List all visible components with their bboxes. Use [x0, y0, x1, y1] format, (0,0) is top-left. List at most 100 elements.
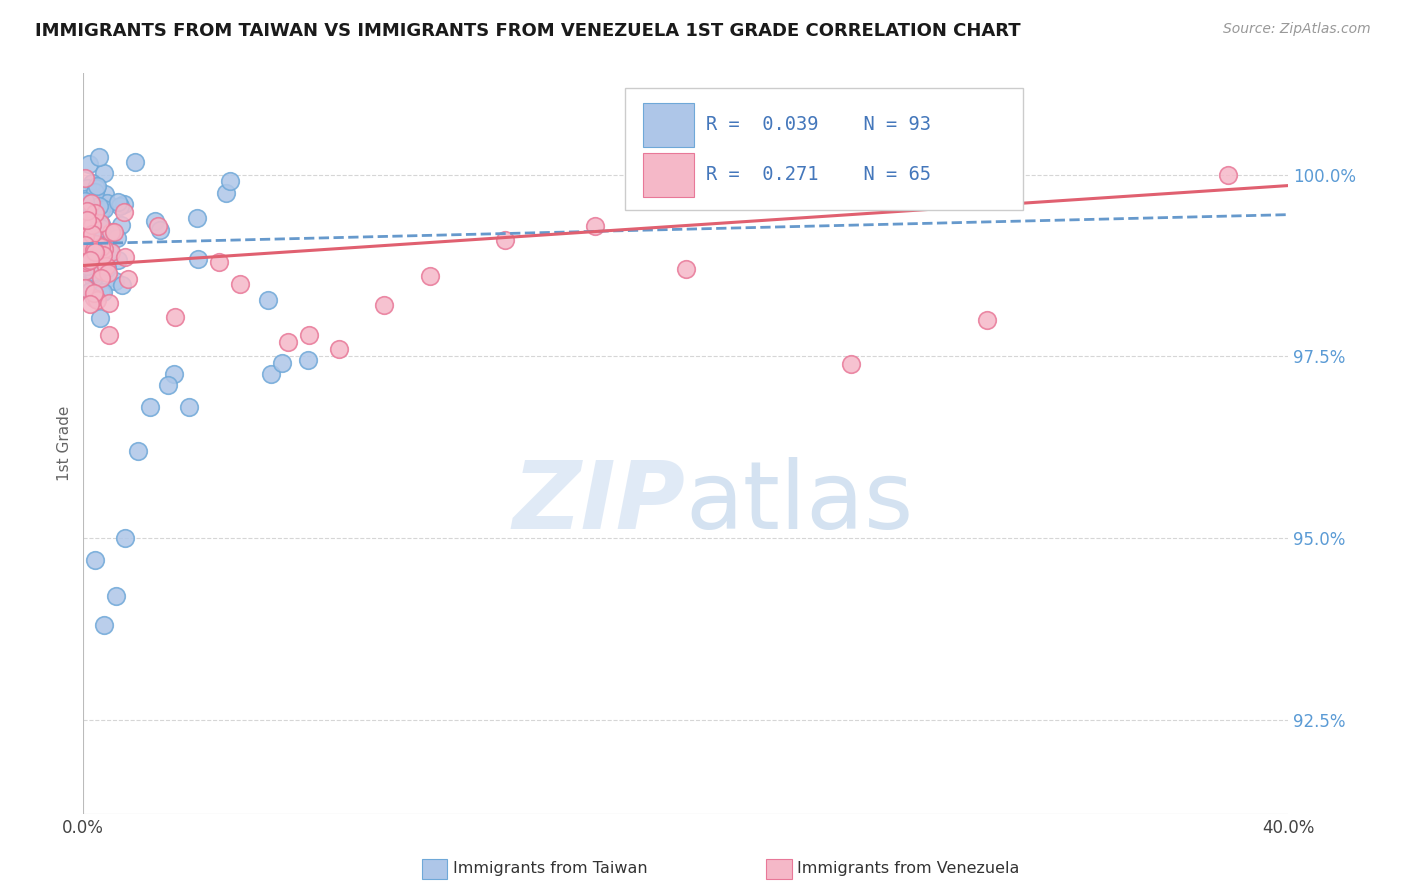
- Point: [87, 250, 110, 264]
- Point: [839, 357, 862, 371]
- Point: [89, 310, 111, 325]
- Point: [494, 233, 516, 247]
- Point: [91, 285, 114, 299]
- Point: [82, 244, 104, 258]
- Point: [73, 192, 96, 206]
- Point: [90, 285, 112, 299]
- Point: [105, 231, 128, 245]
- Point: [73, 170, 96, 185]
- Point: [84, 552, 107, 566]
- Point: [257, 293, 280, 307]
- Point: [79, 222, 101, 236]
- Point: [82, 265, 104, 279]
- Point: [114, 531, 136, 545]
- Text: atlas: atlas: [686, 457, 914, 549]
- Point: [298, 327, 321, 342]
- Point: [90, 240, 112, 254]
- Point: [93, 242, 115, 256]
- Point: [73, 230, 96, 244]
- Point: [80, 196, 103, 211]
- Point: [84, 268, 107, 283]
- Point: [77, 242, 100, 256]
- Point: [97, 266, 120, 280]
- Point: [103, 225, 125, 239]
- Point: [96, 260, 118, 275]
- Point: [84, 208, 107, 222]
- Point: [77, 221, 100, 235]
- Point: [93, 229, 115, 244]
- Point: [89, 216, 111, 230]
- Point: [165, 310, 187, 325]
- Point: [83, 244, 105, 258]
- Text: R =  0.039    N = 93: R = 0.039 N = 93: [706, 115, 931, 135]
- Point: [83, 291, 105, 305]
- Point: [80, 242, 103, 256]
- Point: [82, 267, 104, 281]
- Point: [186, 211, 208, 225]
- Point: [108, 199, 131, 213]
- Point: [96, 260, 118, 274]
- Point: [73, 281, 96, 295]
- Point: [100, 225, 122, 239]
- Point: [111, 278, 134, 293]
- Point: [79, 297, 101, 311]
- Point: [75, 194, 97, 209]
- Point: [86, 241, 108, 255]
- Text: Source: ZipAtlas.com: Source: ZipAtlas.com: [1223, 22, 1371, 37]
- Point: [277, 334, 299, 349]
- Point: [90, 263, 112, 277]
- Point: [73, 238, 96, 252]
- Point: [107, 194, 129, 209]
- Point: [675, 262, 697, 277]
- Point: [419, 269, 441, 284]
- Point: [82, 271, 104, 285]
- Point: [82, 251, 104, 265]
- Point: [96, 261, 118, 276]
- Point: [73, 238, 96, 252]
- Point: [107, 253, 129, 268]
- Point: [76, 219, 98, 233]
- Point: [117, 272, 139, 286]
- Point: [96, 227, 118, 241]
- Point: [93, 166, 115, 180]
- Point: [86, 178, 108, 193]
- Point: [98, 328, 121, 343]
- Point: [79, 156, 101, 170]
- Y-axis label: 1st Grade: 1st Grade: [58, 406, 72, 481]
- Point: [90, 203, 112, 218]
- Point: [105, 589, 128, 603]
- Point: [96, 196, 118, 211]
- Point: [82, 213, 104, 227]
- Point: [127, 443, 149, 458]
- Point: [271, 356, 294, 370]
- Point: [208, 255, 231, 269]
- Point: [87, 242, 110, 256]
- Text: IMMIGRANTS FROM TAIWAN VS IMMIGRANTS FROM VENEZUELA 1ST GRADE CORRELATION CHART: IMMIGRANTS FROM TAIWAN VS IMMIGRANTS FRO…: [35, 22, 1021, 40]
- Point: [146, 219, 169, 233]
- Point: [976, 313, 998, 327]
- Point: [90, 221, 112, 235]
- Point: [163, 367, 186, 381]
- Point: [138, 400, 160, 414]
- Text: Immigrants from Taiwan: Immigrants from Taiwan: [453, 862, 647, 876]
- Point: [84, 206, 107, 220]
- Text: ZIP: ZIP: [513, 457, 686, 549]
- Point: [86, 249, 108, 263]
- Point: [93, 618, 115, 632]
- Point: [83, 244, 105, 259]
- Point: [104, 274, 127, 288]
- Point: [76, 259, 98, 273]
- Point: [77, 231, 100, 245]
- Point: [100, 245, 122, 260]
- Point: [87, 199, 110, 213]
- Point: [149, 223, 172, 237]
- Point: [229, 277, 252, 291]
- Point: [84, 181, 107, 195]
- Point: [114, 205, 136, 219]
- Point: [114, 250, 136, 264]
- Point: [98, 244, 121, 259]
- Point: [79, 253, 101, 268]
- Point: [90, 270, 112, 285]
- Point: [110, 218, 132, 232]
- Point: [94, 259, 117, 273]
